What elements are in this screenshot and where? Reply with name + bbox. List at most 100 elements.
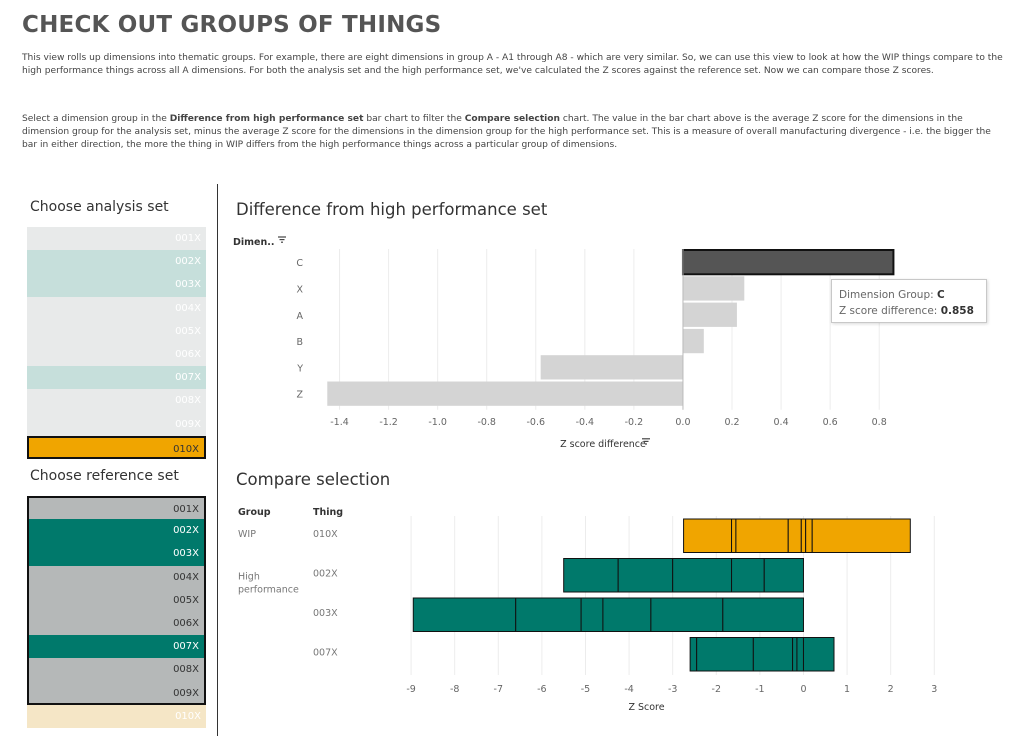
- x-tick-label: 0.2: [724, 417, 739, 428]
- x-tick-label: 0.6: [823, 417, 838, 428]
- segment-007x: [796, 637, 804, 672]
- tooltip-label-1: Dimension Group:: [839, 289, 934, 301]
- reference-set-item-008x[interactable]: 008X: [27, 658, 206, 682]
- x-tick-label: -3: [668, 684, 677, 695]
- x-tick-label: 0.4: [774, 417, 789, 428]
- analysis-set-item-010x[interactable]: 010X: [27, 435, 206, 459]
- segment-007x: [792, 637, 798, 672]
- segment-010x: [787, 518, 802, 553]
- thing-label: 010X: [313, 529, 338, 540]
- reference-set-title: Choose reference set: [30, 468, 179, 484]
- reference-set-item-003x[interactable]: 003X: [27, 542, 206, 566]
- sort-icon[interactable]: [278, 236, 286, 243]
- x-tick-label: -9: [406, 684, 415, 695]
- reference-set-item-009x[interactable]: 009X: [27, 681, 206, 705]
- reference-set-item-005x[interactable]: 005X: [27, 588, 206, 612]
- thing-label: 002X: [313, 568, 338, 579]
- reference-set-item-007x[interactable]: 007X: [27, 635, 206, 659]
- bar-y: [540, 355, 683, 380]
- reference-set-list: 001X 002X 003X 004X 005X 006X 007X 008X 009X 010X: [27, 496, 206, 728]
- instructions-part1: Select a dimension group in the: [22, 114, 170, 124]
- x-tick-label: -0.8: [477, 417, 496, 428]
- segment-010x: [811, 518, 911, 553]
- bar-a: [682, 302, 737, 327]
- reference-set-item-001x[interactable]: 001X: [27, 496, 206, 520]
- reference-set-item-006x[interactable]: 006X: [27, 611, 206, 636]
- analysis-set-item-005x[interactable]: 005X: [27, 319, 206, 343]
- instructions-part3: chart. The value in the bar chart above …: [22, 114, 991, 150]
- group-label-line1: High: [238, 571, 260, 582]
- bar-b: [682, 328, 704, 354]
- analysis-set-title: Choose analysis set: [30, 199, 169, 215]
- x-tick-label: -1.0: [428, 417, 447, 428]
- compare-chart: -9 -8 -7 -6 -5 -4 -3 -2 -1 0 1 2 3 Group Thing WIP 010X H…: [238, 507, 937, 713]
- tooltip-value-1: C: [937, 289, 945, 301]
- segment-010x: [800, 518, 807, 553]
- x-tick-label: 0.8: [872, 417, 887, 428]
- group-label-line2: performance: [238, 584, 299, 595]
- analysis-set-item-004x[interactable]: 004X: [27, 296, 206, 320]
- segment-002x: [672, 558, 733, 593]
- group-column-header: Group: [238, 507, 271, 518]
- instructions-bold2: Compare selection: [464, 114, 561, 124]
- segment-002x: [763, 558, 804, 593]
- x-tick-label: -0.2: [625, 417, 644, 428]
- tooltip-line-1: Dimension Group: C: [839, 287, 986, 303]
- instructions-part2: bar chart to filter the: [363, 114, 465, 124]
- intro-text: This view rolls up dimensions into thema…: [22, 53, 1003, 76]
- x-tick-label: -7: [494, 684, 503, 695]
- x-tick-label: -1: [755, 684, 764, 695]
- segment-010x: [731, 518, 737, 553]
- x-tick-label: 2: [888, 684, 894, 695]
- bar-z: [327, 381, 683, 406]
- reference-set-item-002x[interactable]: 002X: [27, 519, 206, 543]
- analysis-set-list: 001X 002X 003X 004X 005X 006X 007X 008X 009X 010X: [27, 227, 206, 459]
- panel-divider: [217, 184, 218, 736]
- row-header-label: Dimen..: [233, 237, 274, 248]
- x-tick-label: -0.4: [576, 417, 595, 428]
- analysis-set-item-006x[interactable]: 006X: [27, 342, 206, 367]
- segment-003x: [580, 597, 604, 632]
- analysis-set-item-001x[interactable]: 001X: [27, 227, 206, 251]
- page-title: CHECK OUT GROUPS OF THINGS: [22, 12, 442, 38]
- bar-c: [681, 249, 895, 276]
- instructions-bold1: Difference from high performance set: [169, 114, 364, 124]
- difference-chart-title: Difference from high performance set: [236, 200, 548, 219]
- segment-002x: [617, 558, 674, 593]
- segment-003x: [722, 597, 804, 632]
- tooltip-value-2: 0.858: [940, 305, 974, 317]
- segment-003x: [650, 597, 724, 632]
- segment-007x: [752, 637, 794, 672]
- analysis-set-item-008x[interactable]: 008X: [27, 389, 206, 413]
- category-label: A: [297, 311, 304, 322]
- segment-010x: [735, 518, 789, 553]
- segment-003x: [412, 597, 517, 632]
- tooltip-label-2: Z score difference:: [839, 305, 938, 317]
- x-axis-title: Z score difference: [560, 439, 646, 450]
- x-tick-label: -5: [581, 684, 590, 695]
- axis-sort-icon[interactable]: [642, 438, 650, 445]
- category-label: B: [296, 337, 303, 348]
- analysis-set-item-003x[interactable]: 003X: [27, 273, 206, 297]
- analysis-set-item-007x[interactable]: 007X: [27, 366, 206, 390]
- thing-column-header: Thing: [313, 507, 343, 518]
- x-tick-label: -0.6: [527, 417, 546, 428]
- x-tick-label: -4: [624, 684, 633, 695]
- analysis-set-item-009x[interactable]: 009X: [27, 412, 206, 436]
- segment-007x: [689, 637, 698, 672]
- x-tick-label: 3: [931, 684, 937, 695]
- segment-003x: [602, 597, 652, 632]
- reference-set-item-010x[interactable]: 010X: [27, 704, 206, 728]
- reference-set-item-004x[interactable]: 004X: [27, 565, 206, 589]
- category-label: C: [296, 258, 303, 269]
- segment-010x: [683, 518, 733, 553]
- x-tick-label: -1.2: [379, 417, 398, 428]
- group-label: WIP: [238, 529, 256, 540]
- compare-chart-title: Compare selection: [236, 470, 391, 489]
- segment-003x: [515, 597, 582, 632]
- analysis-set-item-002x[interactable]: 002X: [27, 250, 206, 274]
- x-axis-title: Z Score: [628, 702, 664, 713]
- category-label: X: [296, 284, 303, 295]
- x-tick-label: -8: [450, 684, 459, 695]
- bar-x: [682, 276, 745, 301]
